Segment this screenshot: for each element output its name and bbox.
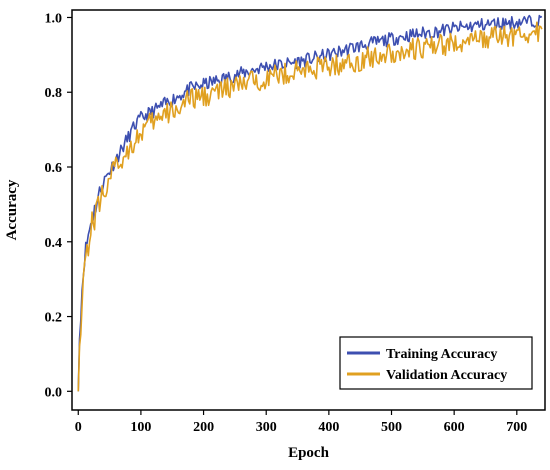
series-line-validation (77, 21, 543, 392)
x-tick-label: 100 (130, 420, 151, 435)
y-tick-label: 0.2 (45, 311, 63, 326)
legend-box (339, 336, 533, 390)
series-layer (77, 14, 543, 392)
y-axis-label: Accuracy (4, 179, 20, 240)
x-tick-label: 0 (75, 420, 82, 435)
y-tick-label: 0.8 (45, 86, 63, 101)
y-axis: 0.0 0.2 0.4 0.6 0.8 1.0 (45, 11, 72, 400)
series-line-training (77, 14, 543, 392)
x-axis: 0 100 200 300 400 500 600 700 (75, 410, 527, 435)
y-tick-label: 0.0 (45, 385, 63, 400)
x-tick-label: 200 (193, 420, 214, 435)
plot-frame (71, 9, 546, 411)
y-tick-label: 1.0 (45, 11, 63, 26)
x-tick-label: 500 (381, 420, 402, 435)
x-tick-label: 700 (506, 420, 527, 435)
x-tick-label: 300 (256, 420, 277, 435)
y-tick-label: 0.4 (45, 236, 63, 251)
x-tick-label: 400 (318, 420, 339, 435)
legend-label-training: Training Accuracy (386, 347, 497, 362)
x-tick-label: 600 (444, 420, 465, 435)
legend: Training Accuracy Validation Accuracy (339, 336, 533, 390)
y-tick-label: 0.6 (45, 161, 63, 176)
legend-label-validation: Validation Accuracy (386, 368, 507, 383)
x-axis-label: Epoch (288, 445, 330, 461)
